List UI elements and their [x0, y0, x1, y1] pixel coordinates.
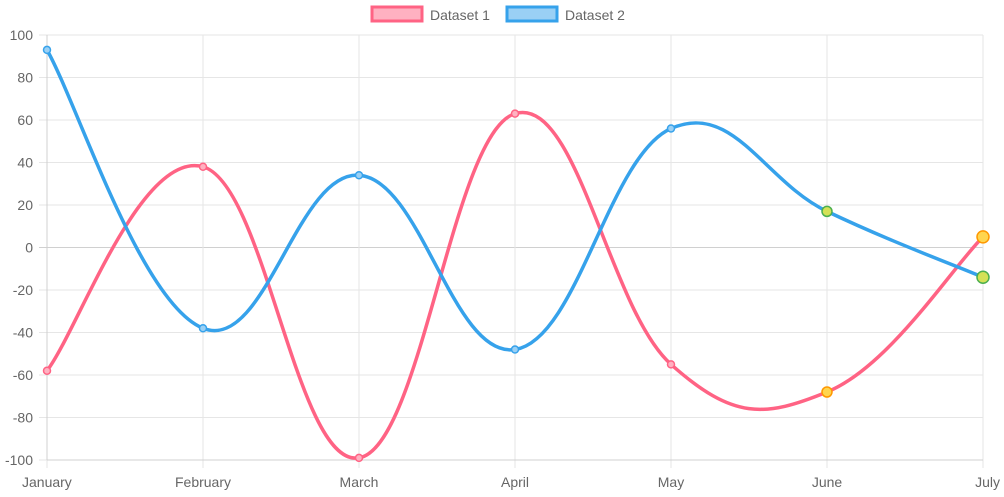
series-2-point[interactable] — [354, 171, 364, 180]
x-tick-label: June — [812, 474, 843, 490]
y-axis: 100 80 60 40 20 0 -20 -40 -60 -80 -100 — [5, 27, 33, 468]
legend-label: Dataset 1 — [430, 7, 490, 23]
series-1-point[interactable] — [821, 386, 833, 398]
x-axis: January February March April May June July — [22, 474, 1000, 490]
x-tick-label: April — [501, 474, 529, 490]
series-2-point[interactable] — [510, 345, 520, 354]
y-tick-label: -60 — [13, 367, 33, 383]
y-tick-label: -40 — [13, 325, 33, 341]
legend: Dataset 1 Dataset 2 — [370, 5, 625, 23]
x-tick-label: July — [975, 474, 1000, 490]
series-2-point[interactable] — [821, 205, 833, 218]
legend-item-1[interactable]: Dataset 1 — [370, 5, 490, 23]
y-tick-label: -80 — [13, 410, 33, 426]
x-tick-label: May — [658, 474, 684, 490]
y-tick-label: -100 — [5, 452, 33, 468]
series-1-point[interactable] — [666, 360, 676, 369]
series-points — [42, 45, 990, 463]
series-2-point[interactable] — [198, 324, 208, 333]
y-tick-label: 60 — [17, 112, 33, 128]
series-1-point[interactable] — [42, 366, 52, 375]
series-1-point[interactable] — [976, 230, 990, 244]
legend-item-2[interactable]: Dataset 2 — [505, 5, 625, 23]
series-line-2 — [45, 49, 984, 352]
x-tick-label: February — [175, 474, 231, 490]
grid — [39, 34, 984, 468]
legend-swatch — [505, 5, 559, 23]
y-tick-label: -20 — [13, 282, 33, 298]
series-2-point[interactable] — [976, 270, 990, 284]
series-1-point[interactable] — [510, 109, 520, 118]
x-tick-label: January — [22, 474, 72, 490]
legend-swatch — [370, 5, 424, 23]
series-1-point[interactable] — [198, 162, 208, 171]
series-1-point[interactable] — [354, 453, 364, 463]
series-2-point[interactable] — [666, 124, 676, 133]
y-tick-label: 0 — [25, 240, 33, 256]
series-2-point[interactable] — [42, 45, 52, 55]
y-tick-label: 20 — [17, 197, 33, 213]
y-tick-label: 40 — [17, 155, 33, 171]
x-tick-label: March — [340, 474, 379, 490]
legend-label: Dataset 2 — [565, 7, 625, 23]
y-tick-label: 100 — [10, 27, 34, 43]
y-tick-label: 80 — [17, 70, 33, 86]
